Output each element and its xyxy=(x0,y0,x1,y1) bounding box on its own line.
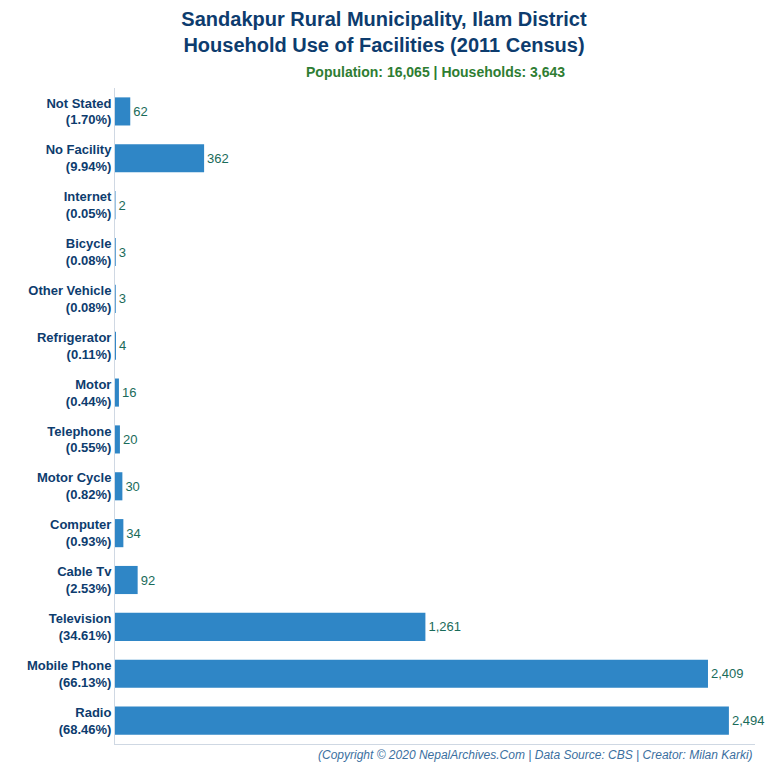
svg-text:Other Vehicle(0.08%): Other Vehicle(0.08%) xyxy=(28,283,111,315)
svg-text:3: 3 xyxy=(119,291,126,306)
svg-text:4: 4 xyxy=(119,338,126,353)
svg-text:(Copyright © 2020 NepalArchive: (Copyright © 2020 NepalArchives.Com | Da… xyxy=(318,748,753,762)
svg-text:No Facility(9.94%): No Facility(9.94%) xyxy=(46,142,113,174)
svg-text:Radio(68.46%): Radio(68.46%) xyxy=(59,705,112,737)
svg-text:34: 34 xyxy=(126,526,140,541)
svg-text:2: 2 xyxy=(118,198,125,213)
svg-text:Telephone(0.55%): Telephone(0.55%) xyxy=(47,424,111,456)
svg-text:30: 30 xyxy=(125,479,139,494)
svg-text:Motor(0.44%): Motor(0.44%) xyxy=(66,377,112,409)
svg-text:92: 92 xyxy=(141,573,155,588)
svg-text:Bicycle(0.08%): Bicycle(0.08%) xyxy=(66,236,112,268)
svg-text:2,409: 2,409 xyxy=(711,666,744,681)
svg-text:3: 3 xyxy=(119,245,126,260)
svg-text:Population: 16,065 | Household: Population: 16,065 | Households: 3,643 xyxy=(306,64,565,80)
svg-text:Mobile Phone(66.13%): Mobile Phone(66.13%) xyxy=(27,658,112,690)
svg-text:Motor Cycle(0.82%): Motor Cycle(0.82%) xyxy=(37,470,111,502)
svg-text:Cable Tv(2.53%): Cable Tv(2.53%) xyxy=(57,564,112,596)
svg-text:362: 362 xyxy=(207,151,229,166)
svg-text:20: 20 xyxy=(123,432,137,447)
svg-text:2,494: 2,494 xyxy=(732,713,765,728)
svg-text:62: 62 xyxy=(133,104,147,119)
svg-text:16: 16 xyxy=(122,385,136,400)
svg-text:Refrigerator(0.11%): Refrigerator(0.11%) xyxy=(37,330,111,362)
svg-text:Not Stated(1.70%): Not Stated(1.70%) xyxy=(46,96,111,128)
svg-text:Television(34.61%): Television(34.61%) xyxy=(49,611,112,643)
svg-text:Internet(0.05%): Internet(0.05%) xyxy=(64,189,112,221)
svg-text:Computer(0.93%): Computer(0.93%) xyxy=(50,517,111,549)
svg-text:Sandakpur Rural Municipality,: Sandakpur Rural Municipality, Ilam Distr… xyxy=(181,8,587,56)
svg-text:1,261: 1,261 xyxy=(428,619,461,634)
